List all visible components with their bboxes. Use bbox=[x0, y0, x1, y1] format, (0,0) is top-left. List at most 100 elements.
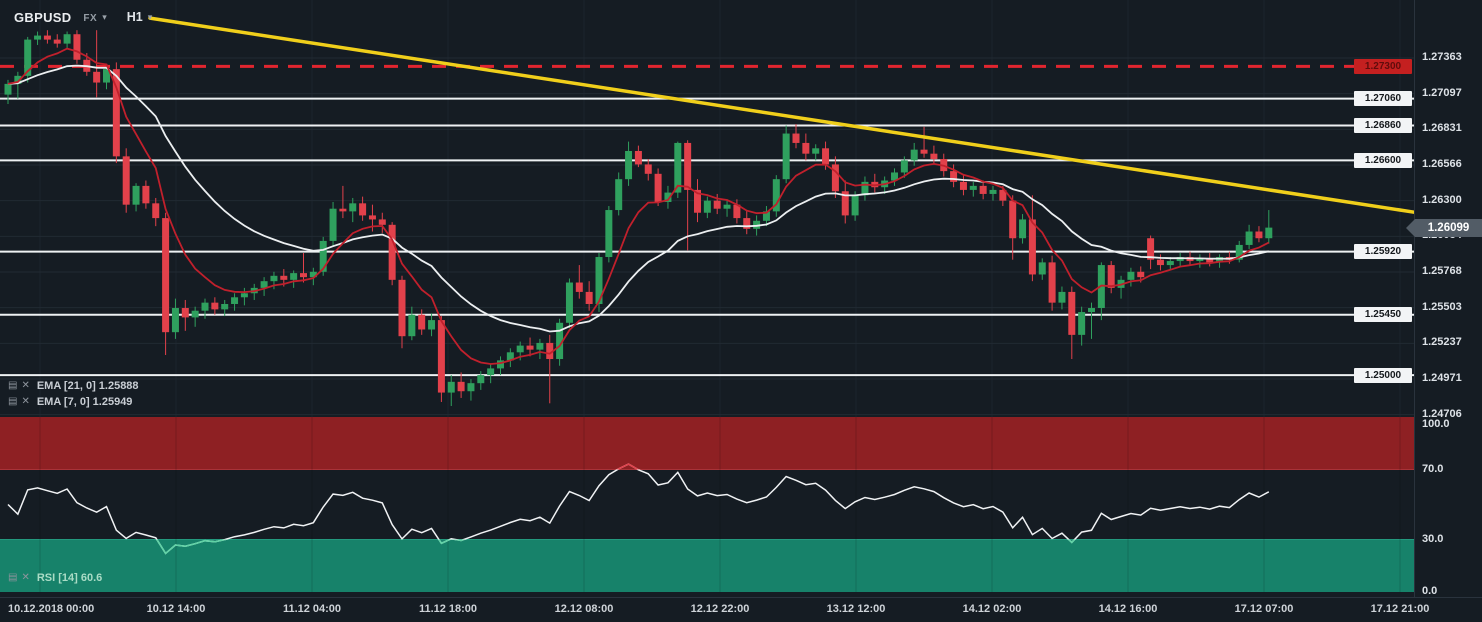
time-axis-label: 11.12 04:00 bbox=[282, 603, 342, 615]
candle-down bbox=[152, 203, 160, 219]
candle-down bbox=[694, 189, 701, 213]
candle-up bbox=[319, 240, 327, 272]
candle-down bbox=[43, 35, 51, 40]
candle-down bbox=[950, 171, 958, 182]
price-axis-label: 1.25237 bbox=[1422, 336, 1462, 349]
rsi-panel-canvas[interactable] bbox=[0, 417, 1415, 597]
market-selector[interactable]: FX ▾ bbox=[71, 8, 106, 26]
candle-up bbox=[900, 160, 908, 173]
candle-up bbox=[891, 172, 898, 181]
candle-up bbox=[14, 75, 22, 84]
candle-up bbox=[1166, 261, 1174, 266]
price-chart-canvas[interactable] bbox=[0, 0, 1415, 417]
candle-down bbox=[979, 185, 987, 194]
candle-down bbox=[418, 314, 426, 330]
candle-up bbox=[782, 133, 790, 180]
rsi-line-oversold bbox=[155, 539, 1076, 555]
candle-down bbox=[122, 156, 130, 205]
candle-up bbox=[290, 273, 298, 280]
candle-down bbox=[457, 381, 465, 392]
ema-21-label: EMA [21, 0] 1.25888 bbox=[36, 380, 139, 392]
candle-up bbox=[772, 179, 780, 212]
candle-up bbox=[969, 185, 977, 190]
candle-up bbox=[309, 271, 317, 278]
candle-up bbox=[1245, 231, 1253, 245]
rsi-legend: ▤ ✕ RSI [14] 60.6 bbox=[8, 571, 102, 585]
candle-up bbox=[536, 342, 544, 350]
candle-up bbox=[664, 192, 672, 202]
candle-down bbox=[802, 142, 810, 154]
candle-down bbox=[378, 219, 386, 225]
candle-up bbox=[349, 203, 357, 212]
symbol-name[interactable]: GBPUSD bbox=[14, 9, 72, 25]
time-axis[interactable]: 10.12.2018 00:00 10.12 14:00 11.12 04:00 11… bbox=[0, 597, 1482, 622]
indicator-settings-icon[interactable]: ▤ bbox=[8, 396, 18, 407]
candle-up bbox=[1088, 308, 1095, 313]
indicator-settings-icon[interactable]: ▤ bbox=[8, 380, 18, 391]
candle-down bbox=[1147, 238, 1155, 260]
candle-down bbox=[644, 164, 652, 174]
candle-up bbox=[221, 303, 229, 310]
candle-down bbox=[841, 191, 849, 216]
candle-down bbox=[684, 142, 692, 190]
candle-up bbox=[516, 345, 524, 353]
candle-up bbox=[467, 383, 475, 392]
candle-up bbox=[477, 375, 485, 384]
candle-down bbox=[654, 173, 662, 202]
candle-up bbox=[1235, 244, 1243, 260]
candle-down bbox=[300, 273, 307, 278]
current-price-badge: 1.26099 bbox=[1406, 218, 1482, 237]
ema-7-label: EMA [7, 0] 1.25949 bbox=[36, 396, 133, 408]
candle-down bbox=[142, 185, 150, 204]
candle-up bbox=[703, 200, 711, 213]
rsi-axis-label: 30.0 bbox=[1422, 532, 1444, 545]
candle-down bbox=[1206, 258, 1214, 263]
indicator-close-icon[interactable]: ✕ bbox=[21, 396, 30, 407]
candle-up bbox=[201, 302, 209, 311]
candle-up bbox=[812, 148, 820, 154]
indicator-close-icon[interactable]: ✕ bbox=[21, 572, 30, 583]
candle-down bbox=[831, 164, 839, 192]
time-axis-label: 17.12 07:00 bbox=[1234, 603, 1294, 615]
candle-down bbox=[437, 320, 445, 393]
candle-up bbox=[260, 281, 268, 288]
candle-down bbox=[280, 275, 288, 280]
candle-up bbox=[753, 220, 761, 229]
time-axis-label: 14.12 16:00 bbox=[1098, 603, 1158, 615]
candle-down bbox=[526, 345, 534, 350]
candle-down bbox=[959, 181, 967, 190]
candle-down bbox=[368, 215, 376, 220]
candle-up bbox=[231, 297, 239, 304]
timeframe-selector[interactable]: H1 ▾ bbox=[107, 8, 153, 26]
time-axis-label: 12.12 08:00 bbox=[554, 603, 614, 615]
candle-up bbox=[1176, 257, 1184, 262]
chevron-down-icon: ▾ bbox=[102, 12, 107, 22]
candle-down bbox=[1137, 271, 1145, 278]
candle-up bbox=[556, 322, 564, 360]
candle-up bbox=[989, 189, 997, 194]
symbol-bar: GBPUSD FX ▾ H1 ▾ bbox=[14, 8, 152, 26]
indicator-close-icon[interactable]: ✕ bbox=[21, 380, 30, 391]
candle-down bbox=[792, 133, 800, 143]
candle-up bbox=[605, 210, 613, 258]
trendline[interactable] bbox=[148, 16, 1415, 214]
price-badge-arrow-icon bbox=[1406, 218, 1415, 237]
candle-up bbox=[910, 149, 918, 161]
candle-up bbox=[615, 179, 623, 211]
indicator-settings-icon[interactable]: ▤ bbox=[8, 572, 18, 583]
candle-down bbox=[546, 342, 554, 360]
candle-up bbox=[565, 282, 573, 323]
time-axis-label: 12.12 22:00 bbox=[690, 603, 750, 615]
candle-down bbox=[713, 200, 721, 209]
price-axis-label: 1.25503 bbox=[1422, 300, 1462, 313]
rsi-axis-label: 100.0 bbox=[1422, 418, 1450, 430]
price-axis[interactable]: 1.27363 1.27097 1.26831 1.26566 1.26300 1.260… bbox=[1414, 0, 1482, 597]
rsi-axis-label: 70.0 bbox=[1422, 462, 1444, 475]
candle-down bbox=[73, 34, 81, 60]
price-axis-label: 1.24971 bbox=[1422, 372, 1462, 385]
candle-up bbox=[1127, 271, 1135, 280]
candle-up bbox=[428, 320, 436, 330]
candle-down bbox=[359, 203, 367, 216]
price-axis-label: 1.24706 bbox=[1422, 407, 1462, 420]
